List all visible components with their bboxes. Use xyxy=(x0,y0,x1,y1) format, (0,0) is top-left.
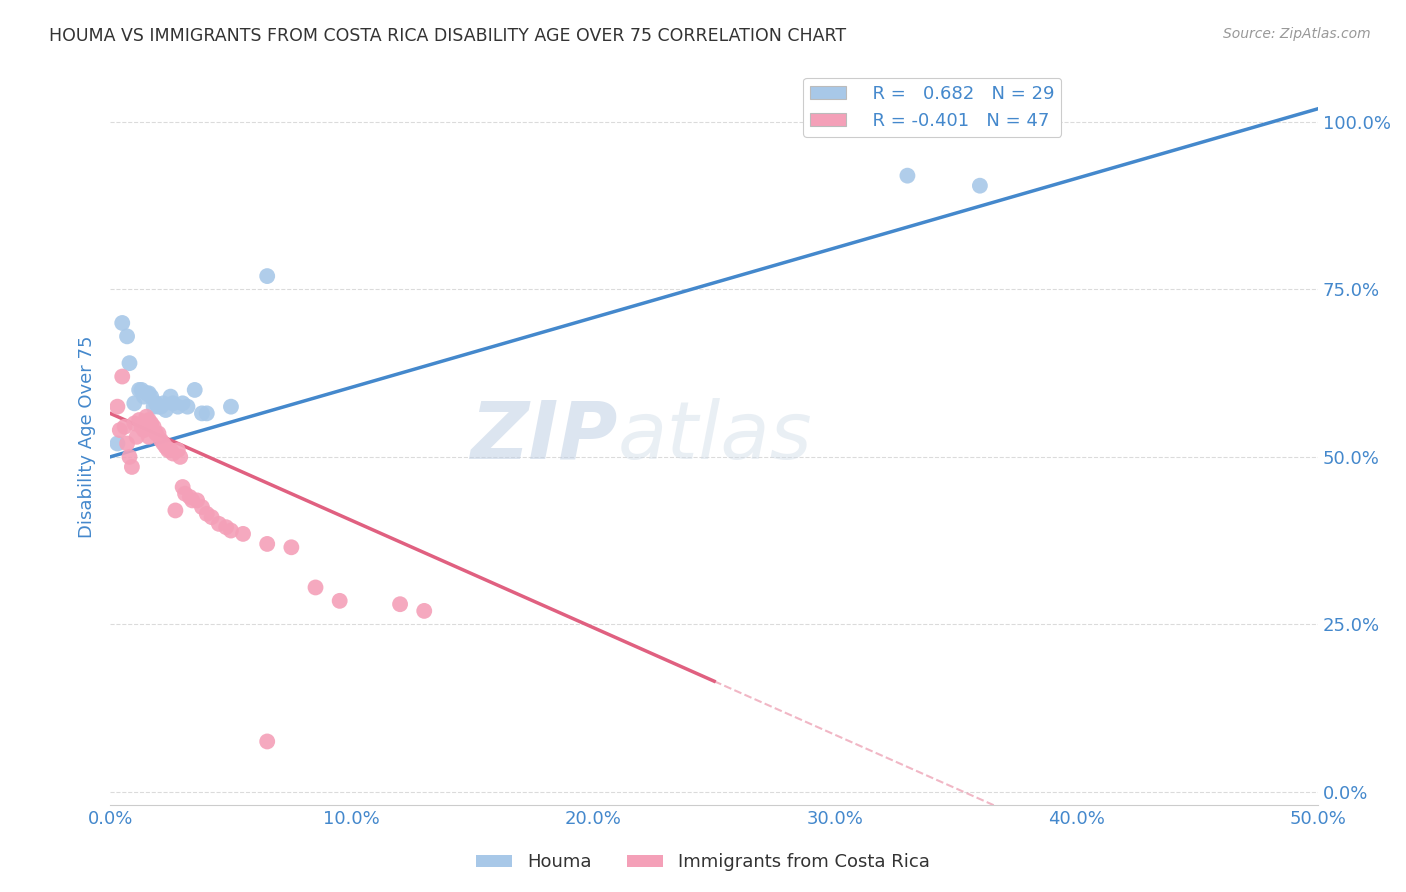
Point xyxy=(162,446,184,460)
Point xyxy=(195,406,218,420)
Point xyxy=(232,527,254,541)
Point xyxy=(179,490,201,504)
Point xyxy=(108,423,131,437)
Point xyxy=(155,403,177,417)
Point xyxy=(172,396,194,410)
Text: Source: ZipAtlas.com: Source: ZipAtlas.com xyxy=(1223,27,1371,41)
Point xyxy=(165,503,187,517)
Point xyxy=(280,541,302,555)
Point xyxy=(114,419,136,434)
Point xyxy=(125,430,148,444)
Point xyxy=(208,516,231,531)
Point xyxy=(219,400,242,414)
Legend: Houma, Immigrants from Costa Rica: Houma, Immigrants from Costa Rica xyxy=(470,847,936,879)
Point xyxy=(111,316,134,330)
Point xyxy=(131,383,153,397)
Point xyxy=(304,581,326,595)
Point xyxy=(141,390,163,404)
Point xyxy=(149,433,172,447)
Point xyxy=(142,419,165,434)
Point xyxy=(219,524,242,538)
Point xyxy=(174,486,197,500)
Point xyxy=(215,520,238,534)
Point xyxy=(157,443,180,458)
Point xyxy=(162,396,184,410)
Point xyxy=(138,430,160,444)
Point xyxy=(118,450,141,464)
Point xyxy=(124,417,146,431)
Point xyxy=(896,169,918,183)
Point xyxy=(142,400,165,414)
Point xyxy=(191,406,214,420)
Point xyxy=(135,386,157,401)
Text: atlas: atlas xyxy=(617,398,813,475)
Point xyxy=(148,400,170,414)
Point xyxy=(149,400,172,414)
Point xyxy=(132,390,155,404)
Y-axis label: Disability Age Over 75: Disability Age Over 75 xyxy=(79,335,96,538)
Point xyxy=(128,383,150,397)
Point xyxy=(166,443,188,458)
Point xyxy=(186,493,208,508)
Point xyxy=(135,409,157,424)
Point xyxy=(176,400,198,414)
Point xyxy=(145,396,167,410)
Point xyxy=(107,436,129,450)
Point xyxy=(152,396,174,410)
Point xyxy=(413,604,436,618)
Point xyxy=(389,597,412,611)
Point xyxy=(201,510,224,524)
Point xyxy=(118,356,141,370)
Point xyxy=(329,594,352,608)
Point xyxy=(145,426,167,441)
Text: ZIP: ZIP xyxy=(470,398,617,475)
Point xyxy=(195,507,218,521)
Point xyxy=(131,419,153,434)
Point xyxy=(132,423,155,437)
Point xyxy=(138,413,160,427)
Point xyxy=(111,369,134,384)
Point xyxy=(256,269,278,284)
Point xyxy=(256,537,278,551)
Point xyxy=(138,386,160,401)
Text: HOUMA VS IMMIGRANTS FROM COSTA RICA DISABILITY AGE OVER 75 CORRELATION CHART: HOUMA VS IMMIGRANTS FROM COSTA RICA DISA… xyxy=(49,27,846,45)
Point xyxy=(115,436,138,450)
Point xyxy=(191,500,214,515)
Point xyxy=(128,413,150,427)
Point xyxy=(256,734,278,748)
Point xyxy=(124,396,146,410)
Point xyxy=(159,390,181,404)
Point xyxy=(181,493,204,508)
Point xyxy=(152,436,174,450)
Point xyxy=(183,383,205,397)
Point xyxy=(172,480,194,494)
Legend:   R =   0.682   N = 29,   R = -0.401   N = 47: R = 0.682 N = 29, R = -0.401 N = 47 xyxy=(803,78,1062,137)
Point xyxy=(969,178,991,193)
Point xyxy=(159,443,181,458)
Point xyxy=(115,329,138,343)
Point xyxy=(166,400,188,414)
Point xyxy=(155,440,177,454)
Point xyxy=(121,459,143,474)
Point xyxy=(141,417,163,431)
Point xyxy=(169,450,191,464)
Point xyxy=(148,426,170,441)
Point xyxy=(107,400,129,414)
